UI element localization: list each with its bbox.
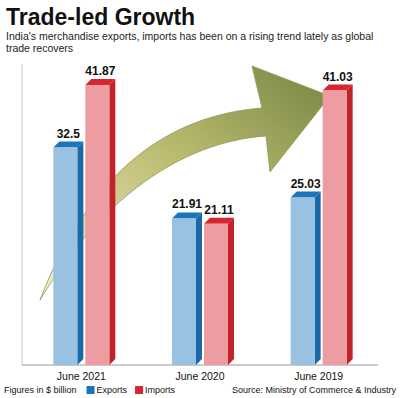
legend-label: Imports — [145, 385, 176, 395]
bar-side — [77, 142, 83, 365]
bar — [85, 85, 109, 365]
bar — [204, 224, 228, 365]
bar-side — [109, 79, 115, 365]
bars — [53, 79, 352, 365]
subtitle: India's merchandise exports, imports has… — [6, 30, 373, 54]
subtitle-line: trade recovers — [6, 42, 73, 54]
data-label: 41.87 — [85, 64, 115, 78]
data-label: 25.03 — [291, 177, 321, 191]
title: Trade-led Growth — [6, 4, 195, 30]
data-labels: 32.5 41.87 21.9121.11 25.03 41.03 — [57, 64, 353, 217]
bar-top — [85, 79, 115, 85]
chart: Trade-led GrowthIndia's merchandise expo… — [0, 0, 400, 398]
bar-group — [291, 192, 321, 365]
bar-top — [204, 218, 234, 224]
bar — [53, 148, 77, 365]
bar-top — [291, 192, 321, 198]
subtitle-line: India's merchandise exports, imports has… — [6, 30, 373, 42]
bar — [323, 91, 347, 365]
bar-top — [53, 142, 83, 148]
bar — [172, 218, 196, 365]
source: Source: Ministry of Commerce & Industry — [232, 385, 397, 395]
legend-swatch — [135, 386, 143, 394]
bar-group — [85, 79, 115, 365]
legend-label: Exports — [97, 385, 128, 395]
bar-top — [323, 85, 353, 91]
x-tick-label: June 2020 — [175, 370, 224, 382]
bar-group — [323, 85, 353, 365]
bar-top — [172, 212, 202, 218]
data-label: 32.5 — [57, 127, 81, 141]
bar-group — [172, 212, 202, 365]
bar-side — [196, 212, 202, 365]
data-label: 41.03 — [323, 70, 353, 84]
x-tick-label: June 2021 — [57, 370, 106, 382]
legend-swatch — [87, 386, 95, 394]
bar-side — [228, 218, 234, 365]
x-tick-label: June 2019 — [294, 370, 343, 382]
legend: Exports Imports — [87, 385, 176, 395]
bar — [291, 198, 315, 365]
y-label: Figures in $ billion — [4, 385, 77, 395]
bar-group — [53, 142, 83, 365]
bar-side — [347, 85, 353, 365]
bar-group — [204, 218, 234, 365]
data-label: 21.11 — [204, 203, 234, 217]
data-label: 21.91 — [172, 197, 202, 211]
y-axis-line — [22, 64, 23, 365]
bar-side — [315, 192, 321, 365]
